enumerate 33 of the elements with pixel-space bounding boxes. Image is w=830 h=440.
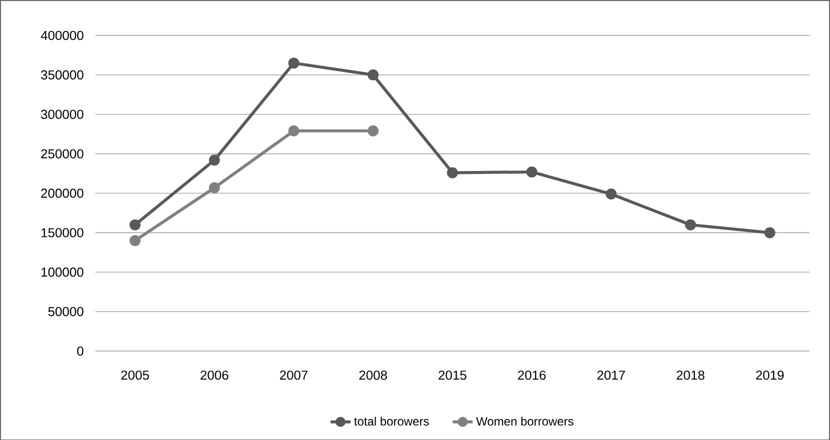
point [288,57,300,68]
x-tick-label: 2005 [121,370,149,380]
y-tick-label: 300000 [41,110,84,119]
point [208,154,220,166]
point [764,226,776,238]
y-tick-label: 350000 [41,70,84,80]
y-tick-label: 100000 [42,267,84,277]
x-tick-label: 2006 [200,370,228,380]
point [684,219,696,230]
y-tick-label: 50000 [48,306,84,316]
point [208,182,220,194]
point [288,125,300,136]
point [446,167,458,178]
point [368,125,379,136]
x-tick-label: 2007 [280,370,308,380]
x-tick-label: 2017 [597,370,625,380]
point [526,166,538,178]
x-tick-label: 2008 [359,370,387,380]
y-tick-label: 0 [77,346,84,356]
y-tick-label: 150000 [42,228,84,238]
y-tick-label: 400000 [40,30,84,40]
x-tick-label: 2016 [518,370,546,380]
legend-label: Women borrowers [476,416,574,426]
point [606,188,617,200]
legend-label: total borowers [354,416,429,426]
x-tick-label: 2019 [756,370,784,380]
point [130,219,141,230]
point [368,69,379,80]
y-tick-label: 200000 [41,188,84,198]
x-tick-label: 2015 [438,370,466,380]
point [130,234,141,246]
y-tick-label: 250000 [41,148,84,158]
x-tick-label: 2018 [676,370,704,380]
